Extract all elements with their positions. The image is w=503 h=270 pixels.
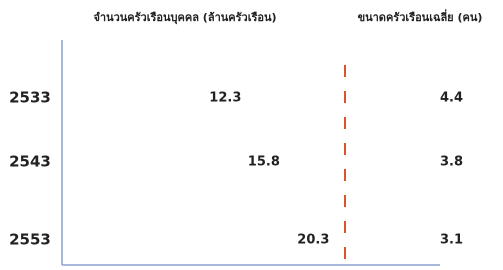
column-title: ขนาดครัวเรือนเฉลี่ย (คน): [358, 9, 483, 24]
column-title: จำนวนครัวเรือนบุคคล (ล้านครัวเรือน): [93, 11, 276, 25]
year-label: 2553: [9, 231, 51, 249]
value-label: 20.3: [297, 233, 329, 248]
chart: จำนวนครัวเรือนบุคคล (ล้านครัวเรือน) ขนาด…: [0, 0, 503, 270]
value-label: 12.3: [209, 91, 241, 106]
year-label: 2533: [9, 89, 51, 107]
people-bar: [378, 82, 422, 110]
house-bar: [68, 138, 242, 180]
value-label: 4.4: [440, 91, 463, 106]
people-bar: [378, 146, 416, 174]
value-label: 15.8: [248, 155, 280, 170]
value-label: 3.8: [440, 155, 463, 170]
people-bar: [378, 224, 409, 252]
house-bar: [68, 216, 291, 258]
value-label: 3.1: [440, 233, 463, 248]
house-bar: [68, 74, 203, 116]
year-label: 2543: [9, 153, 51, 171]
